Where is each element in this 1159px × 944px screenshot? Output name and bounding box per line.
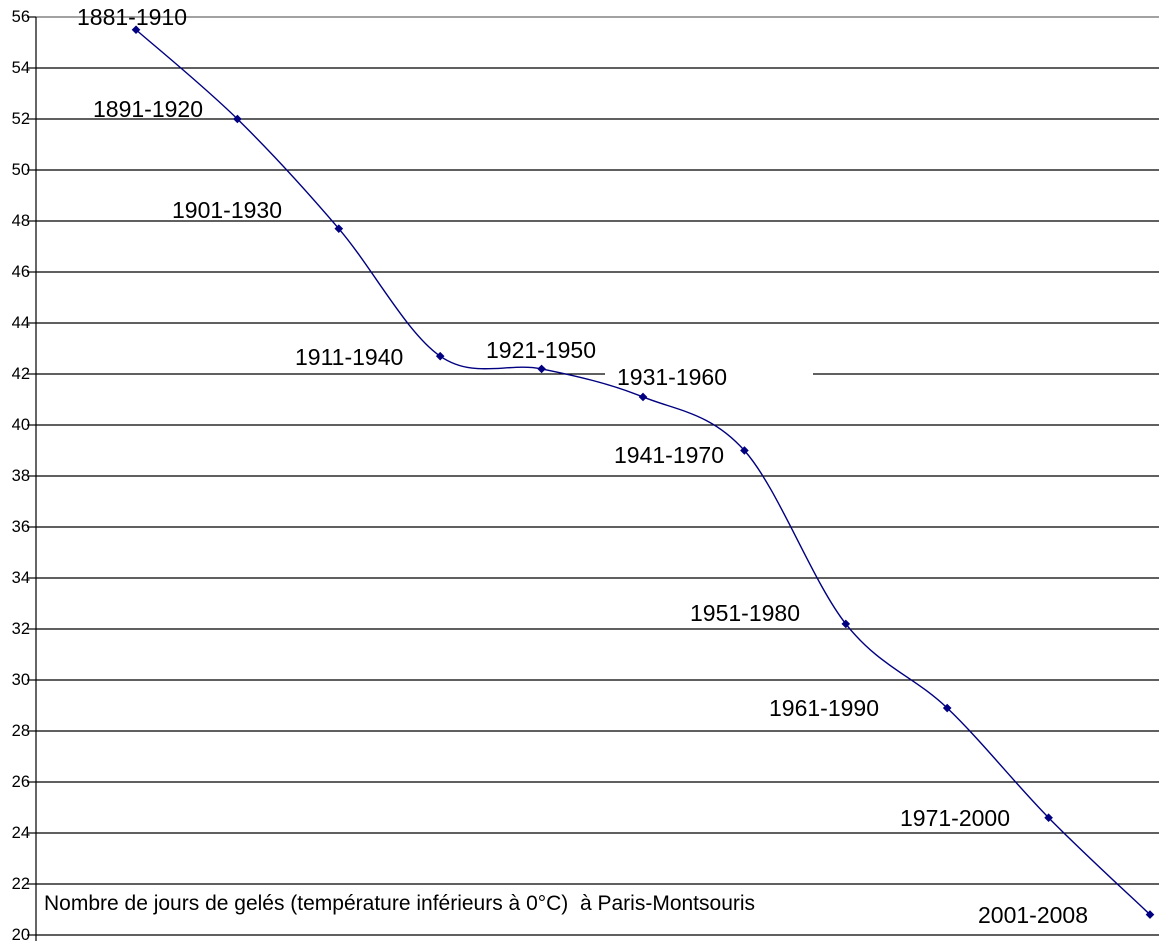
- y-axis-tick-label: 32: [12, 620, 30, 638]
- y-axis-tick-label: 22: [12, 875, 30, 893]
- y-axis-tick-label: 56: [12, 8, 30, 26]
- data-label: 1941-1970: [614, 442, 724, 468]
- data-point-marker: [537, 364, 546, 374]
- y-axis-tick-label: 46: [12, 263, 30, 281]
- y-axis-tick-label: 34: [12, 569, 30, 587]
- chart-title: Nombre de jours de gelés (température in…: [44, 892, 756, 915]
- data-point-marker: [942, 703, 952, 713]
- series-line: [135, 29, 1151, 916]
- y-axis-tick-label: 30: [12, 671, 30, 689]
- data-point-marker: [841, 619, 851, 629]
- data-label: 1901-1930: [172, 197, 282, 223]
- data-point-marker: [1044, 813, 1053, 823]
- y-axis-tick-label: 26: [12, 773, 30, 791]
- data-label: 2001-2008: [978, 902, 1088, 928]
- y-axis-tick-label: 52: [12, 110, 30, 128]
- data-label: 1951-1980: [690, 600, 800, 626]
- y-axis-tick-label: 20: [12, 926, 30, 944]
- data-point-marker: [233, 114, 242, 124]
- y-axis-tick-label: 44: [12, 314, 30, 332]
- data-point-marker: [1145, 910, 1155, 919]
- y-axis-tick-label: 54: [12, 59, 30, 77]
- y-axis-tick-label: 50: [12, 161, 30, 179]
- data-point-marker: [334, 224, 344, 233]
- data-label: 1891-1920: [93, 96, 203, 122]
- y-axis-tick-label: 40: [12, 416, 30, 434]
- data-label: 1971-2000: [900, 805, 1010, 831]
- data-label: 1921-1950: [486, 337, 596, 363]
- data-point-marker: [131, 25, 141, 35]
- data-point-marker: [435, 351, 445, 361]
- data-label: 1881-1910: [77, 4, 187, 30]
- y-axis-tick-label: 42: [12, 365, 30, 383]
- y-axis-tick-label: 28: [12, 722, 30, 740]
- y-axis-tick-label: 24: [12, 824, 30, 842]
- data-point-marker: [740, 446, 749, 455]
- y-axis-tick-label: 36: [12, 518, 30, 536]
- y-axis-tick-label: 38: [12, 467, 30, 485]
- data-label: 1911-1940: [295, 344, 404, 370]
- data-point-marker: [638, 392, 648, 402]
- data-label: 1931-1960: [605, 361, 813, 397]
- data-label: 1961-1990: [769, 695, 879, 721]
- y-axis-tick-label: 48: [12, 212, 30, 230]
